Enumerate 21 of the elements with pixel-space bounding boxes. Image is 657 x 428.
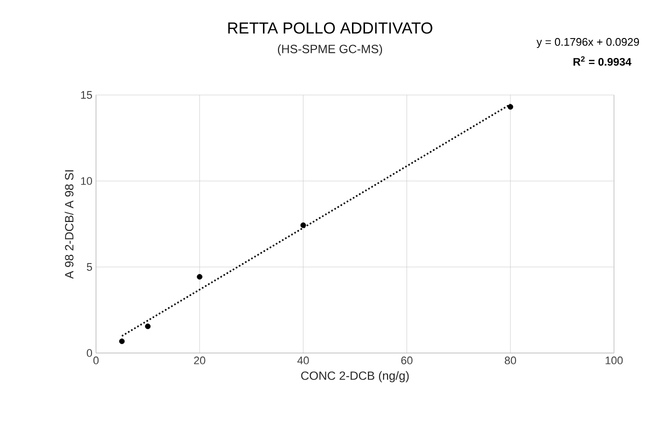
y-tick-label: 0 xyxy=(86,349,92,357)
x-tick-label: 60 xyxy=(401,356,412,364)
point xyxy=(300,222,306,228)
x-tick-label: 80 xyxy=(504,356,516,364)
x-tick-label: 20 xyxy=(194,356,206,364)
text: y = 0.1796x + 0.0929 xyxy=(536,38,639,48)
text: R$^{2}$ = 0.9934 xyxy=(574,56,632,66)
point xyxy=(196,274,202,280)
y-tick-label: 5 xyxy=(86,263,92,271)
point xyxy=(145,324,151,330)
x-axis-title: CONC 2-DCB (ng/g) xyxy=(301,371,409,382)
x-tick-label: 100 xyxy=(606,356,623,364)
chart-title: RETTA POLLO ADDITIVATO xyxy=(228,22,432,34)
point xyxy=(119,338,125,344)
x-tick-label: 40 xyxy=(297,356,309,364)
y-axis-title: A 98 2-DCB/ A 98 SI xyxy=(64,170,74,279)
y-tick-label: 10 xyxy=(81,177,92,185)
chart-subtitle: (HS-SPME GC-MS) xyxy=(278,44,382,56)
y-tick-label: 15 xyxy=(81,91,92,99)
x-tick-label: 0 xyxy=(93,356,99,364)
point xyxy=(508,104,514,110)
